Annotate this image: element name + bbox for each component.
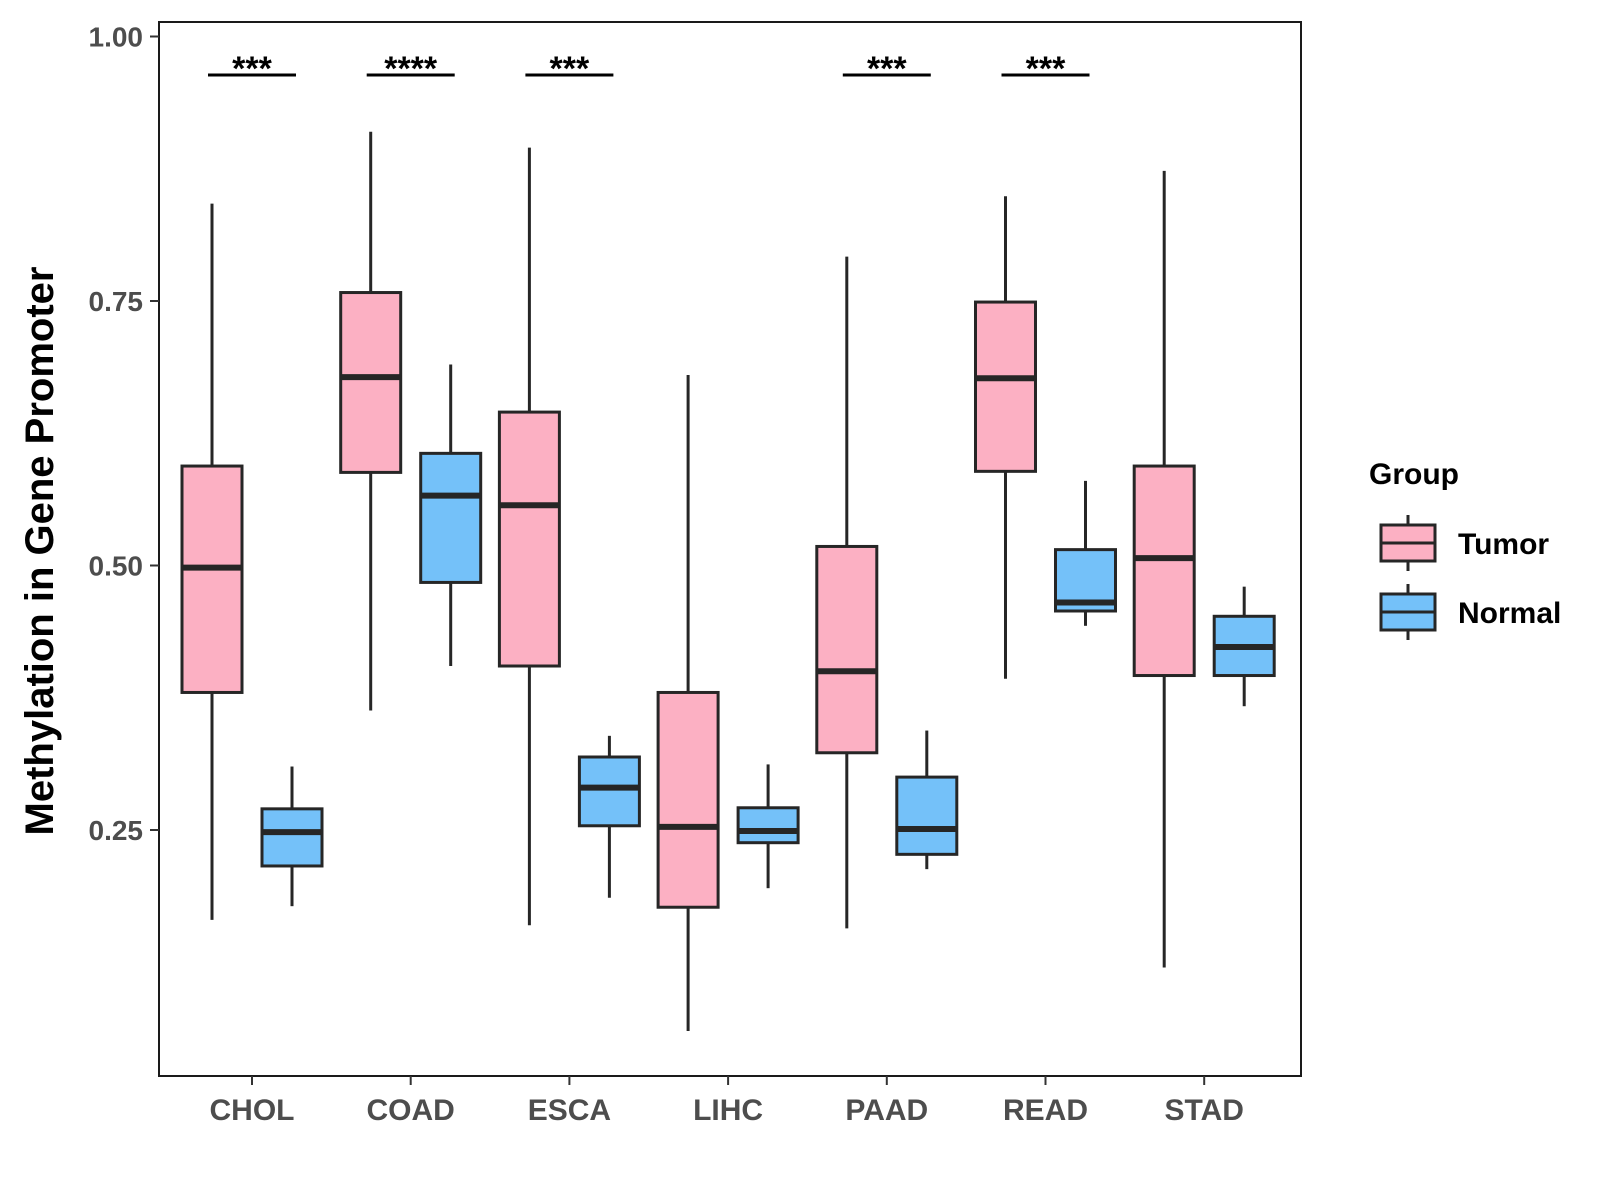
box-normal-coad bbox=[419, 364, 483, 667]
box-tumor-chol bbox=[180, 203, 244, 920]
box-body bbox=[1132, 464, 1196, 678]
x-tick-label-chol: CHOL bbox=[210, 1094, 295, 1127]
plot-panel bbox=[158, 21, 1302, 1077]
box-tumor-esca bbox=[497, 147, 561, 926]
box-tumor-coad bbox=[339, 131, 403, 711]
y-tick-label: 0.50 bbox=[89, 551, 144, 582]
x-tick-label-read: READ bbox=[1003, 1094, 1088, 1127]
significance-coad: **** bbox=[366, 50, 455, 88]
significance-annotations: *** **** *** *** *** bbox=[208, 50, 1090, 88]
box-normal-paad bbox=[895, 730, 959, 870]
y-axis-title: Methylation in Gene Promoter bbox=[18, 267, 62, 836]
box-body bbox=[260, 807, 324, 868]
significance-esca: *** bbox=[525, 50, 614, 88]
box-body bbox=[895, 775, 959, 856]
legend-item-tumor: Tumor bbox=[1379, 515, 1549, 571]
box-tumor-lihc bbox=[656, 375, 720, 1032]
box-tumor-stad bbox=[1132, 170, 1196, 968]
legend-label: Normal bbox=[1458, 597, 1561, 630]
significance-stars: *** bbox=[550, 50, 590, 88]
significance-stars: *** bbox=[232, 50, 272, 88]
box-normal-esca bbox=[577, 735, 641, 898]
significance-stars: **** bbox=[384, 50, 438, 88]
y-axis: 0.25 0.50 0.75 1.00 bbox=[89, 22, 159, 846]
box-normal-chol bbox=[260, 766, 324, 907]
significance-stars: *** bbox=[867, 50, 907, 88]
box-series bbox=[180, 131, 1276, 1032]
box-tumor-paad bbox=[815, 256, 879, 929]
x-tick-label-paad: PAAD bbox=[845, 1094, 928, 1127]
y-tick-label: 1.00 bbox=[89, 22, 144, 53]
box-body bbox=[180, 464, 244, 694]
box-normal-lihc bbox=[736, 764, 800, 889]
box-body bbox=[736, 806, 800, 845]
y-tick-label: 0.75 bbox=[89, 286, 144, 317]
legend: Group Tumor Normal bbox=[1369, 458, 1561, 640]
x-tick-label-esca: ESCA bbox=[528, 1094, 611, 1127]
x-tick-label-stad: STAD bbox=[1164, 1094, 1243, 1127]
legend-item-normal: Normal bbox=[1379, 584, 1561, 640]
box-body bbox=[656, 690, 720, 909]
box-body bbox=[815, 544, 879, 755]
significance-read: *** bbox=[1001, 50, 1090, 88]
box-body bbox=[577, 755, 641, 828]
box-normal-stad bbox=[1212, 586, 1276, 707]
y-tick-label: 0.25 bbox=[89, 815, 144, 846]
box-body bbox=[974, 300, 1037, 473]
legend-title: Group bbox=[1369, 458, 1459, 491]
box-body bbox=[339, 291, 403, 474]
box-normal-read bbox=[1054, 480, 1117, 626]
legend-label: Tumor bbox=[1458, 528, 1549, 561]
box-body bbox=[419, 451, 483, 584]
box-tumor-read bbox=[974, 196, 1037, 679]
x-tick-label-coad: COAD bbox=[367, 1094, 455, 1127]
significance-chol: *** bbox=[208, 50, 296, 88]
significance-paad: *** bbox=[842, 50, 931, 88]
box-body bbox=[497, 410, 561, 668]
significance-stars: *** bbox=[1026, 50, 1066, 88]
x-axis: CHOL COAD ESCA LIHC PAAD READ STAD bbox=[210, 1076, 1244, 1127]
x-tick-label-lihc: LIHC bbox=[693, 1094, 763, 1127]
